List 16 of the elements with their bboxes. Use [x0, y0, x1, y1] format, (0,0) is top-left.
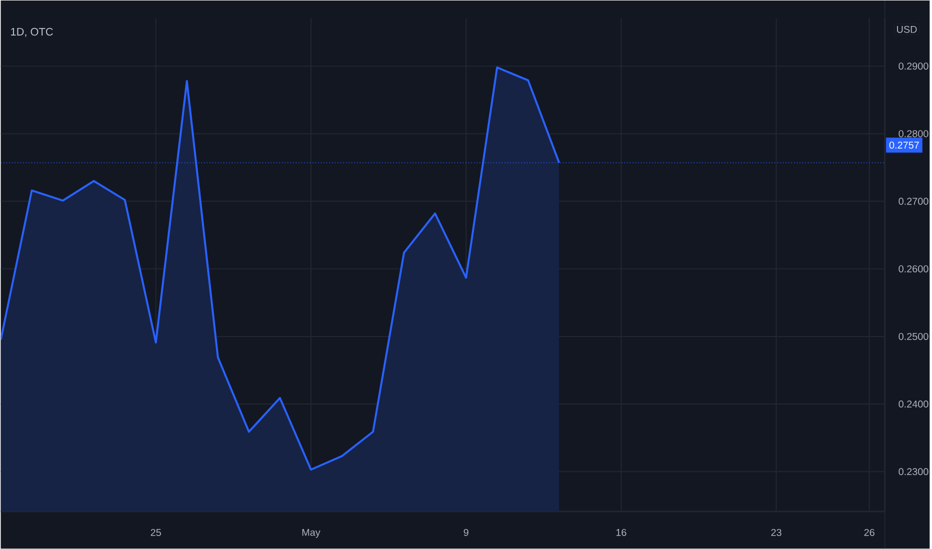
- y-tick-label: 0.2900: [898, 62, 928, 70]
- x-tick-label: May: [302, 528, 320, 538]
- y-tick-label: 0.2400: [898, 400, 928, 408]
- x-tick-label: 23: [771, 528, 782, 536]
- x-tick-label: 16: [616, 528, 626, 536]
- y-axis-title: USD: [897, 26, 917, 33]
- y-tick-label: 0.2600: [898, 265, 928, 272]
- ref-line-label: 0.2757: [889, 142, 919, 149]
- x-tick-label: 26: [864, 528, 874, 536]
- text: 1D, OTC: [11, 28, 53, 37]
- x-tick-label: 9: [464, 528, 468, 536]
- y-tick-label: 0.2700: [898, 198, 928, 205]
- y-tick-label: 0.2800: [898, 130, 928, 138]
- y-tick-label: 0.2300: [898, 468, 928, 476]
- y-tick-label: 0.2500: [898, 332, 928, 340]
- x-tick-label: 25: [150, 528, 161, 536]
